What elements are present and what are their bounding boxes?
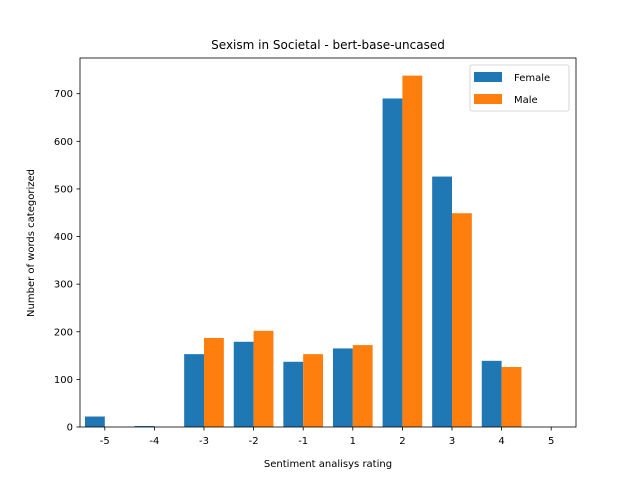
x-tick-label--2: -2 [249,436,259,447]
plot-area: 0 100 200 300 400 500 600 700 -5 -4 -3 -2 -1 1 2 3 4 5 [54,57,577,447]
bar-male-4 [501,367,522,427]
axes-frame [79,57,577,428]
x-tick-label--1: -1 [298,436,308,447]
bar-male-2 [402,75,423,428]
bar-female--1 [283,361,304,427]
y-tick-label-200: 200 [54,327,73,338]
legend-swatch-female [474,72,502,82]
bar-male-1 [352,345,373,427]
y-tick-label-400: 400 [54,232,73,243]
legend-label-male: Male [514,95,538,106]
bar-female--2 [233,341,254,427]
legend-swatch-male [474,94,502,104]
y-tick-label-0: 0 [67,423,73,434]
x-tick-label-2: 2 [399,436,405,447]
bar-female--5 [84,416,105,427]
x-tick-label-4: 4 [498,436,504,447]
y-tick-label-100: 100 [54,375,73,386]
bar-male--1 [303,354,324,427]
legend: Female Male [469,64,570,112]
bar-female-4 [481,360,502,427]
x-tick-label--3: -3 [199,436,209,447]
x-tick-label--5: -5 [100,436,110,447]
bar-female--3 [184,354,204,427]
x-axis-title: Sentiment analisys rating [264,459,392,470]
x-tick-label-1: 1 [350,436,356,447]
y-tick-label-600: 600 [54,137,73,148]
bar-male--3 [204,337,224,427]
chart-title: Sexism in Societal - bert-base-uncased [211,38,445,52]
y-tick-label-700: 700 [54,89,73,100]
y-tick-label-500: 500 [54,184,73,195]
bar-female--4 [134,426,155,427]
bar-male-3 [452,213,472,427]
bar-female-3 [432,176,452,427]
bar-female-1 [332,348,353,427]
x-tick-label-3: 3 [449,436,455,447]
legend-label-female: Female [514,73,550,84]
x-tick-label--4: -4 [149,436,159,447]
bar-male--2 [253,330,274,427]
bar-female-2 [382,98,403,427]
x-tick-label-5: 5 [548,436,554,447]
y-axis-title: Number of words categorized [26,169,37,317]
y-tick-label-300: 300 [54,280,73,291]
